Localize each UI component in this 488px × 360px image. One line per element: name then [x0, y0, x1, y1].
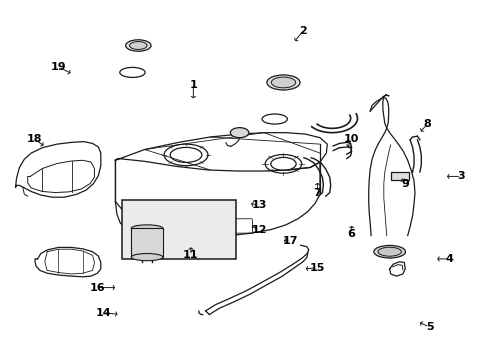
Text: 10: 10: [343, 134, 359, 144]
Ellipse shape: [125, 40, 151, 51]
Ellipse shape: [271, 77, 295, 88]
Text: 8: 8: [423, 120, 430, 129]
Bar: [122, 200, 236, 259]
Text: 12: 12: [251, 225, 266, 235]
Text: 14: 14: [95, 308, 111, 318]
Text: 2: 2: [299, 26, 306, 36]
Text: 3: 3: [456, 171, 464, 181]
Ellipse shape: [129, 41, 147, 49]
Text: 5: 5: [425, 322, 432, 332]
Ellipse shape: [266, 75, 300, 90]
Ellipse shape: [377, 247, 401, 256]
Text: 19: 19: [50, 62, 66, 72]
Bar: [131, 228, 163, 257]
Text: 16: 16: [89, 283, 105, 293]
Ellipse shape: [131, 253, 163, 261]
Text: 11: 11: [183, 250, 198, 260]
Text: 17: 17: [283, 236, 298, 246]
Text: 18: 18: [26, 134, 42, 144]
Text: 1: 1: [189, 80, 197, 90]
Text: 4: 4: [444, 254, 452, 264]
Text: 6: 6: [347, 229, 355, 239]
Bar: [390, 172, 408, 180]
Text: 9: 9: [401, 179, 408, 189]
Ellipse shape: [131, 225, 163, 232]
Text: 15: 15: [309, 263, 325, 273]
Text: 7: 7: [313, 188, 321, 198]
Ellipse shape: [373, 246, 405, 258]
Text: 13: 13: [251, 200, 266, 210]
Ellipse shape: [230, 128, 248, 138]
